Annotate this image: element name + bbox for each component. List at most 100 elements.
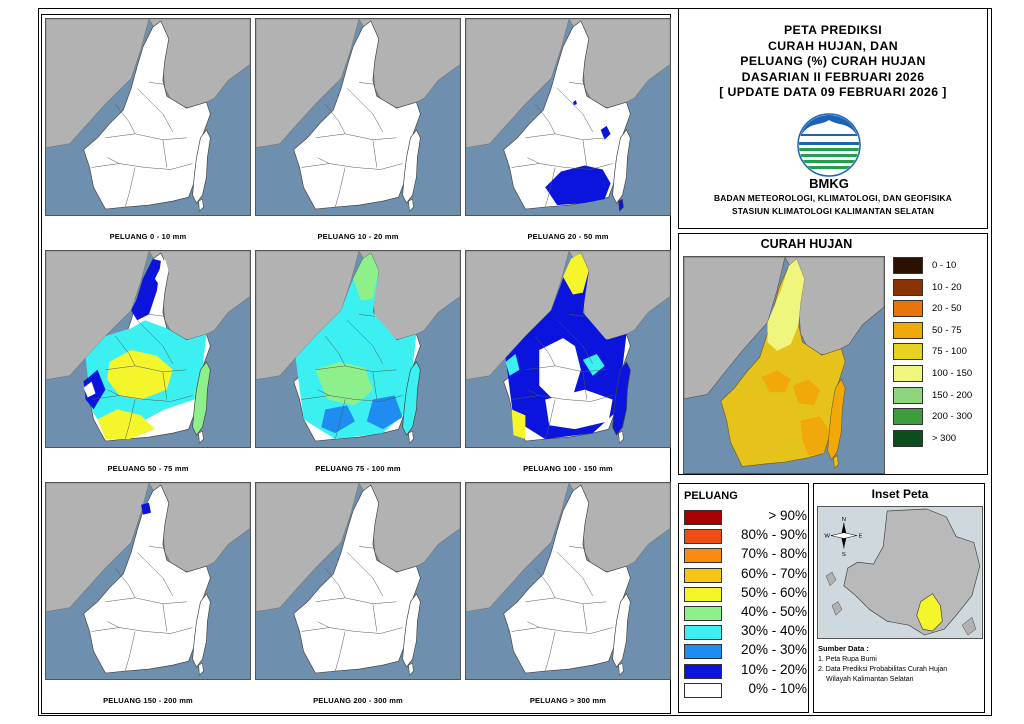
legend-label: 75 - 100 [932,346,967,358]
bmkg-logo: BMKG [797,113,861,191]
peluang-legend-item: 80% - 90% [684,527,808,546]
peluang-legend-item: 40% - 50% [684,604,808,623]
panel-caption: PELUANG 10 - 20 mm [317,232,399,241]
logo-text: BMKG [809,176,849,191]
probability-panel: PELUANG 20 - 50 mm [464,17,672,247]
probability-panel: PELUANG 200 - 300 mm [254,481,462,711]
panel-map [255,250,461,448]
probability-panel: PELUANG 10 - 20 mm [254,17,462,247]
compass-s: S [842,552,846,558]
legend-label: 200 - 300 [932,411,973,423]
probability-panel: PELUANG 0 - 10 mm [44,17,252,247]
legend-swatch [893,386,923,404]
peluang-legend-item: 30% - 40% [684,623,808,642]
legend-swatch [893,278,923,296]
source-title: Sumber Data : [818,644,869,653]
compass-n: N [842,517,846,523]
curah-hujan-title: CURAH HUJAN [760,237,853,251]
panel-caption: PELUANG 0 - 10 mm [109,232,187,241]
compass-e: E [859,534,863,540]
panel-map [255,482,461,680]
peluang-legend-item: 10% - 20% [684,662,808,681]
panel-caption: PELUANG 100 - 150 mm [523,464,613,473]
probability-panel: PELUANG 50 - 75 mm [44,249,252,479]
legend-label: 80% - 90% [740,527,807,543]
org-line: BADAN METEOROLOGI, KLIMATOLOGI, DAN GEOF… [713,193,953,203]
legend-swatch [684,548,722,564]
inset-map-panel: Inset Peta N S E W Sumber Data : 1. Peta… [813,483,985,713]
legend-swatch [893,321,923,339]
peluang-legend-item: 70% - 80% [684,546,808,565]
panel-caption: PELUANG 20 - 50 mm [527,232,609,241]
probability-panel: PELUANG 75 - 100 mm [254,249,462,479]
probability-panel: PELUANG > 300 mm [464,481,672,711]
legend-label: > 90% [768,508,807,523]
panel-map [45,250,251,448]
legend-label: 150 - 200 [932,389,973,401]
compass-w: W [824,534,830,540]
organization-name: BADAN METEOROLOGI, KLIMATOLOGI, DAN GEOF… [678,192,988,217]
inset-title: Inset Peta [871,487,929,501]
peluang-title: PELUANG [684,490,738,502]
panel-map [255,18,461,216]
peluang-legend-item: 20% - 30% [684,642,808,661]
legend-label: 100 - 150 [932,367,973,379]
panel-map [465,250,671,448]
legend-swatch [684,663,722,679]
peluang-legend-item: 60% - 70% [684,566,808,585]
panel-caption: PELUANG 200 - 300 mm [313,696,403,705]
title-line: DASARIAN II FEBRUARI 2026 [741,69,925,84]
peluang-legend-item: > 90% [684,508,808,527]
panel-map [45,482,251,680]
legend-swatch [684,682,722,698]
peluang-legend-item: 0% - 10% [684,681,808,700]
legend-label: 40% - 50% [740,604,807,619]
source-item: 2. Data Prediksi Probabilitas Curah Huja… [818,666,948,673]
legend-label: 60% - 70% [740,565,807,581]
probability-panel: PELUANG 100 - 150 mm [464,249,672,479]
legend-swatch [684,644,722,660]
legend-swatch [893,343,923,361]
legend-label: 50 - 75 [932,324,962,336]
source-data: Sumber Data : 1. Peta Rupa Bumi 2. Data … [818,644,986,685]
curah-hujan-panel: CURAH HUJAN 0 - 10 10 - 20 20 - 50 50 - 75 7… [678,233,988,475]
title-line: PETA PREDIKSI [783,23,883,37]
title-box: PETA PREDIKSI CURAH HUJAN, DAN PELUANG (… [678,8,988,229]
panel-map [465,18,671,216]
legend-label: 20% - 30% [740,642,807,658]
probability-panel: PELUANG 150 - 200 mm [44,481,252,711]
legend-swatch [893,300,923,318]
legend-swatch [893,364,923,382]
inset-map: N S E W [817,506,983,639]
title-line: [ UPDATE DATA 09 FEBRUARI 2026 ] [719,85,947,99]
legend-swatch [684,586,722,602]
legend-swatch [893,257,923,274]
panel-caption: PELUANG 150 - 200 mm [103,696,193,705]
panel-map [465,482,671,680]
peluang-legend-item: 50% - 60% [684,585,808,604]
source-item: 1. Peta Rupa Bumi [818,656,877,663]
probability-map-grid: PELUANG 0 - 10 mm PELUANG 10 - 20 mm PELUA… [41,14,671,714]
outer-frame [38,8,992,716]
legend-swatch [684,606,722,621]
panel-caption: PELUANG 75 - 100 mm [315,464,401,473]
title-line: PELUANG (%) CURAH HUJAN [740,54,926,68]
legend-swatch [684,529,722,545]
legend-swatch [684,567,722,583]
panel-caption: PELUANG > 300 mm [529,696,607,705]
legend-swatch [684,510,722,525]
legend-swatch [684,625,722,641]
org-line: STASIUN KLIMATOLOGI KALIMANTAN SELATAN [731,205,935,216]
legend-label: 10 - 20 [932,281,962,293]
legend-label: 30% - 40% [740,623,807,639]
source-item: Wilayah Kalimantan Selatan [826,676,914,683]
legend-swatch [893,429,923,447]
legend-label: 70% - 80% [740,546,807,562]
curah-hujan-map [683,256,885,474]
panel-map [45,18,251,216]
title-line: CURAH HUJAN, DAN [767,38,899,53]
legend-label: 20 - 50 [932,303,962,315]
legend-label: 10% - 20% [740,661,807,677]
legend-swatch [893,408,923,426]
legend-label: 50% - 60% [740,584,807,600]
